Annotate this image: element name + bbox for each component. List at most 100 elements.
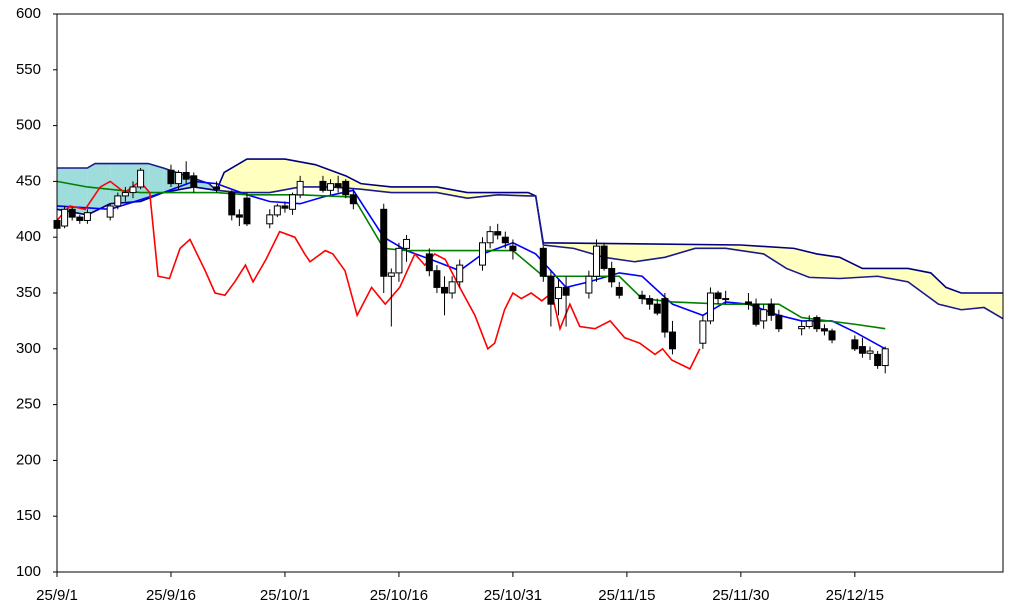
candle-body	[121, 192, 129, 197]
candle-body	[600, 245, 608, 269]
candle-body	[874, 353, 882, 367]
cloud	[908, 268, 931, 299]
candle-body	[273, 205, 281, 216]
candle-body	[380, 208, 388, 277]
cloud	[246, 159, 270, 193]
candle-body	[562, 286, 570, 296]
candle-body	[395, 247, 403, 274]
y-tick-label: 350	[16, 284, 41, 301]
cloud	[839, 257, 863, 279]
candle-body	[228, 192, 236, 216]
candle-body	[137, 169, 145, 188]
y-tick-label: 100	[16, 563, 41, 580]
candle-body	[167, 169, 175, 185]
cloud	[269, 159, 285, 193]
candle-body	[433, 270, 441, 288]
candle-body	[608, 267, 616, 283]
candle-body	[820, 328, 828, 332]
x-tick-label: 25/10/31	[484, 587, 542, 604]
cloud	[664, 244, 696, 258]
indicator-line	[56, 180, 701, 370]
cloud	[961, 293, 985, 310]
candle-body	[828, 330, 836, 341]
candle-body	[114, 195, 122, 207]
x-tick-label: 25/9/1	[36, 587, 78, 604]
cloud	[634, 243, 665, 262]
indicator-line	[56, 180, 886, 330]
y-tick-label: 450	[16, 172, 41, 189]
cloud	[345, 175, 361, 190]
candle-body	[243, 197, 251, 225]
y-tick-label: 300	[16, 340, 41, 357]
candle-body	[266, 214, 274, 225]
cloud	[360, 183, 392, 193]
x-tick-label: 25/9/16	[146, 587, 196, 604]
cloud	[391, 186, 437, 193]
candle-body	[805, 320, 813, 327]
y-tick-label: 600	[16, 5, 41, 22]
candle-body	[479, 242, 487, 266]
candle-body	[539, 247, 547, 277]
cloud	[794, 248, 810, 278]
candle-body	[722, 298, 730, 301]
candle-body	[592, 245, 600, 277]
cloud	[816, 253, 840, 279]
candle-body	[554, 286, 562, 300]
candle-body	[190, 175, 198, 188]
y-tick-label: 400	[16, 228, 41, 245]
x-tick-label: 25/11/15	[598, 587, 655, 604]
candle-body	[775, 314, 783, 330]
cloud	[984, 293, 1003, 319]
cloud	[239, 159, 247, 193]
candle-body	[61, 208, 69, 227]
candle-body	[668, 331, 676, 350]
cloud	[57, 168, 88, 215]
cloud	[300, 161, 316, 187]
candle-body	[327, 183, 335, 191]
x-tick-label: 25/10/1	[260, 587, 310, 604]
cloud	[284, 159, 301, 190]
candle-body	[76, 216, 84, 221]
candle-body	[387, 272, 395, 277]
candle-body	[296, 180, 304, 196]
y-tick-label: 150	[16, 507, 41, 524]
y-tick-label: 250	[16, 396, 41, 413]
candle-body	[752, 303, 760, 325]
candle-body	[486, 231, 494, 244]
cloud	[862, 268, 878, 278]
candle-body	[653, 303, 661, 314]
cloud	[604, 243, 635, 262]
candle-body	[615, 286, 623, 296]
candle-body	[456, 264, 464, 283]
cloud	[786, 247, 795, 272]
span-a-line	[56, 158, 1003, 294]
cloud	[725, 244, 741, 251]
candle-body	[441, 286, 449, 294]
x-tick-label: 25/12/15	[826, 587, 884, 604]
candle-body	[494, 231, 502, 236]
candle-body	[858, 346, 866, 354]
candle-body	[851, 339, 859, 350]
candle-body	[319, 180, 327, 191]
candle-body	[106, 205, 114, 218]
candle-body	[760, 309, 768, 322]
candle-body	[182, 171, 190, 180]
candle-body	[661, 298, 669, 333]
y-tick-label: 500	[16, 117, 41, 134]
candle-body	[767, 303, 775, 316]
y-tick-label: 200	[16, 451, 41, 468]
cloud	[877, 268, 909, 282]
candle-body	[866, 350, 874, 354]
candle-body	[638, 294, 646, 300]
candle-body	[881, 348, 889, 367]
candle-body	[744, 301, 752, 305]
candle-body	[699, 320, 707, 344]
candle-body	[403, 238, 411, 249]
cloud	[94, 163, 111, 212]
candle-body	[714, 292, 722, 300]
cloud	[930, 272, 939, 305]
candle-body	[547, 275, 555, 305]
indicator-line	[56, 180, 886, 350]
candle-body	[501, 236, 509, 244]
